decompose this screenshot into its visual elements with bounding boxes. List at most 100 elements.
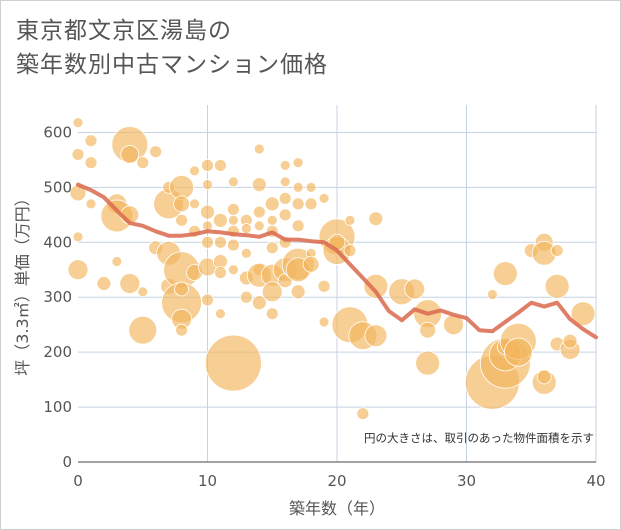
data-bubble xyxy=(96,276,112,291)
data-bubble xyxy=(200,204,215,220)
data-bubble xyxy=(189,198,200,210)
data-bubble xyxy=(364,324,388,348)
data-bubble xyxy=(290,284,306,300)
data-bubble xyxy=(415,350,441,376)
data-bubble xyxy=(305,181,317,193)
data-bubble xyxy=(343,244,357,257)
data-bubble xyxy=(544,273,570,299)
data-bubble xyxy=(226,202,240,216)
data-bubble xyxy=(111,256,123,267)
data-bubble xyxy=(279,160,291,171)
data-bubble xyxy=(278,191,292,205)
data-bubble xyxy=(304,197,318,211)
data-bubble xyxy=(240,223,252,234)
y-tick-label: 400 xyxy=(43,233,72,251)
data-bubble xyxy=(201,235,214,249)
data-bubble xyxy=(291,197,305,211)
data-bubble xyxy=(278,208,292,222)
data-bubble xyxy=(214,266,227,279)
data-bubble xyxy=(318,316,330,328)
data-bubble xyxy=(265,241,279,255)
x-tick-label: 40 xyxy=(586,472,605,490)
data-bubble xyxy=(251,177,267,193)
data-bubble xyxy=(266,214,278,226)
y-tick-label: 300 xyxy=(43,288,72,306)
data-bubble xyxy=(72,117,84,128)
data-bubble xyxy=(292,181,304,193)
data-bubble xyxy=(570,301,596,327)
chart-title-line1: 東京都文京区湯島の xyxy=(16,18,232,44)
bubble-layer xyxy=(67,117,596,421)
y-tick-label: 0 xyxy=(62,453,72,471)
data-bubble xyxy=(536,369,552,385)
data-bubble xyxy=(128,315,158,345)
data-bubble xyxy=(279,176,291,188)
data-bubble xyxy=(292,157,304,169)
data-bubble xyxy=(214,159,227,172)
data-bubble xyxy=(67,259,89,281)
y-tick-label: 100 xyxy=(43,398,72,416)
data-bubble xyxy=(302,255,320,273)
data-bubble xyxy=(363,273,389,299)
data-bubble xyxy=(149,145,163,159)
data-bubble xyxy=(265,307,279,321)
data-bubble xyxy=(550,244,564,257)
data-bubble xyxy=(251,295,267,311)
data-bubble xyxy=(261,281,283,303)
y-tick-label: 200 xyxy=(43,343,72,361)
data-bubble xyxy=(264,196,280,212)
chart-title: 東京都文京区湯島の 築年数別中古マンション価格 xyxy=(16,14,328,82)
data-bubble xyxy=(120,145,140,164)
data-bubble xyxy=(227,214,239,226)
data-bubble xyxy=(356,407,370,421)
data-bubble xyxy=(252,205,266,219)
x-tick-labels: 0 10 20 30 40 xyxy=(73,472,605,490)
data-bubble xyxy=(253,220,265,232)
data-bubble xyxy=(226,238,240,252)
data-bubble xyxy=(404,278,426,300)
chart-title-line2: 築年数別中古マンション価格 xyxy=(16,52,328,78)
data-bubble xyxy=(503,337,533,367)
data-bubble xyxy=(137,286,149,298)
data-bubble xyxy=(492,261,518,287)
data-bubble xyxy=(204,334,262,392)
data-bubble xyxy=(215,308,226,320)
data-bubble xyxy=(214,235,227,249)
y-axis-label: 坪（3.3㎡）単価（万円） xyxy=(13,190,32,375)
data-bubble xyxy=(202,179,213,191)
data-bubble xyxy=(174,281,190,297)
data-bubble xyxy=(201,159,214,172)
data-bubble xyxy=(72,231,84,243)
data-bubble xyxy=(201,293,214,307)
data-bubble xyxy=(317,279,331,293)
data-bubble xyxy=(291,219,305,233)
data-bubble xyxy=(239,290,253,304)
data-bubble xyxy=(240,247,252,259)
data-bubble xyxy=(253,143,265,155)
data-bubble xyxy=(85,198,97,210)
data-bubble xyxy=(71,148,85,161)
data-bubble xyxy=(344,214,356,226)
size-note: 円の大きさは、取引のあった物件面積を示す xyxy=(364,431,594,445)
data-bubble xyxy=(213,212,228,228)
data-bubble xyxy=(318,192,330,204)
data-bubble xyxy=(119,273,141,294)
x-tick-label: 20 xyxy=(327,472,346,490)
data-bubble xyxy=(562,333,578,349)
data-bubble xyxy=(84,156,98,170)
y-tick-label: 600 xyxy=(43,123,72,141)
data-bubble xyxy=(419,321,437,339)
data-bubble xyxy=(84,134,98,148)
x-tick-label: 30 xyxy=(457,472,476,490)
data-bubble xyxy=(368,211,384,227)
x-tick-label: 0 xyxy=(73,472,83,490)
trend-line xyxy=(76,182,598,340)
data-bubble xyxy=(136,156,150,170)
data-bubble xyxy=(175,213,189,227)
data-bubble xyxy=(175,323,189,337)
y-tick-labels: 0 100 200 300 400 500 600 xyxy=(43,123,72,471)
x-tick-label: 10 xyxy=(198,472,217,490)
data-bubble xyxy=(189,165,200,177)
data-bubble xyxy=(227,176,239,188)
